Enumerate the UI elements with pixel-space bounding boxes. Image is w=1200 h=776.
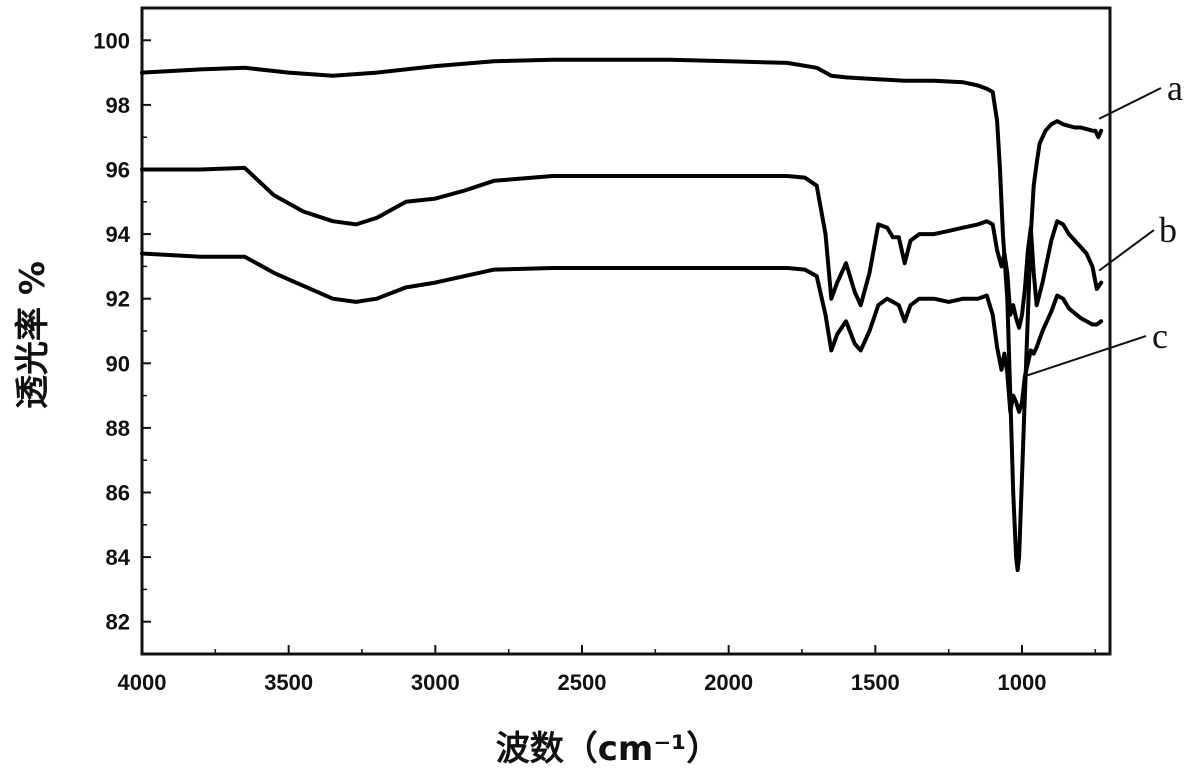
x-axis-title: 波数（cm⁻¹） xyxy=(496,729,720,769)
y-tick-label: 86 xyxy=(106,481,130,506)
x-tick-label: 1500 xyxy=(851,670,900,695)
x-tick-label: 2000 xyxy=(704,670,753,695)
x-tick-label: 2500 xyxy=(558,670,607,695)
y-tick-label: 96 xyxy=(106,158,130,183)
series-leader-b xyxy=(1098,229,1155,272)
x-axis-ticks: 4000 3500 3000 2500 2000 1500 1000 xyxy=(118,645,1097,695)
y-tick-label: 92 xyxy=(106,287,130,312)
y-tick-label: 100 xyxy=(93,28,130,53)
series-labels: a b c xyxy=(1024,68,1183,378)
x-tick-label: 3500 xyxy=(264,670,313,695)
y-tick-label: 84 xyxy=(106,545,131,570)
series-leader-a xyxy=(1098,87,1162,120)
y-axis-ticks: 82 84 86 88 90 92 94 96 98 100 xyxy=(93,7,151,635)
x-tick-label: 3000 xyxy=(411,670,460,695)
series-leader-c xyxy=(1024,335,1147,378)
x-tick-label: 1000 xyxy=(998,670,1047,695)
y-tick-label: 94 xyxy=(106,222,131,247)
series-label-b: b xyxy=(1159,210,1177,250)
plot-frame xyxy=(140,6,1112,656)
series-line-a xyxy=(140,57,1104,572)
series-label-a: a xyxy=(1167,68,1183,108)
y-axis-title: 透光率 % xyxy=(13,261,53,409)
series-line-b xyxy=(140,165,1104,330)
series-label-c: c xyxy=(1152,316,1168,356)
y-tick-label: 88 xyxy=(106,416,130,441)
x-tick-label: 4000 xyxy=(118,670,167,695)
series-layer xyxy=(140,57,1104,572)
series-line-c xyxy=(140,251,1104,414)
y-tick-label: 98 xyxy=(106,93,130,118)
y-tick-label: 90 xyxy=(106,351,130,376)
y-tick-label: 82 xyxy=(106,610,130,635)
